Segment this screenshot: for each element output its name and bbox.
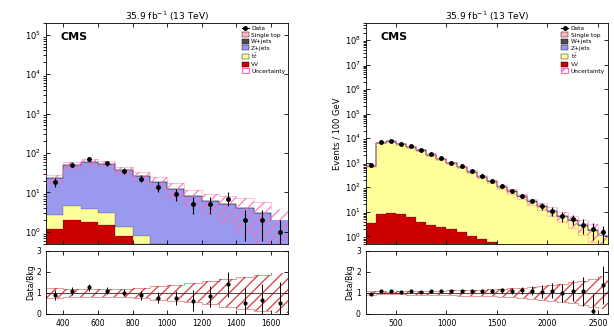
Text: CMS: CMS (380, 32, 407, 42)
Y-axis label: Data/Bkg: Data/Bkg (346, 265, 354, 300)
Legend: Data, Single top, W+jets, Z+jets, t$\bar{t}$, VV, Uncertainty: Data, Single top, W+jets, Z+jets, t$\bar… (561, 25, 606, 75)
Y-axis label: Data/Bkg: Data/Bkg (26, 265, 35, 300)
Text: CMS: CMS (61, 32, 88, 42)
Title: 35.9 fb$^{-1}$ (13 TeV): 35.9 fb$^{-1}$ (13 TeV) (125, 9, 209, 23)
Title: 35.9 fb$^{-1}$ (13 TeV): 35.9 fb$^{-1}$ (13 TeV) (445, 9, 529, 23)
Legend: Data, Single top, W+jets, Z+jets, t$\bar{t}$, VV, Uncertainty: Data, Single top, W+jets, Z+jets, t$\bar… (241, 25, 287, 75)
Y-axis label: Events / 100 GeV: Events / 100 GeV (333, 97, 342, 170)
